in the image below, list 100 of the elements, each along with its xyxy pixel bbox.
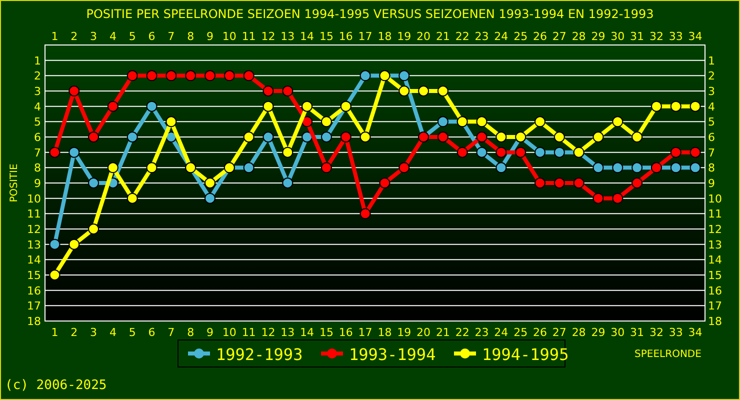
- x-tick-label: 14: [300, 30, 314, 43]
- point: [262, 86, 274, 96]
- x2-tick-label: 2: [70, 326, 78, 339]
- point: [68, 86, 80, 96]
- y-tick-label: 12: [27, 223, 41, 236]
- point: [49, 238, 60, 250]
- x-tick-label: 25: [514, 30, 528, 43]
- point: [88, 178, 100, 188]
- x-tick-label: 26: [533, 30, 547, 43]
- x-tick-label: 12: [261, 30, 276, 43]
- x2-tick-label: 21: [436, 326, 450, 339]
- point: [88, 224, 100, 234]
- point: [107, 100, 118, 112]
- point: [262, 100, 274, 112]
- point: [592, 132, 604, 142]
- point: [496, 146, 507, 158]
- x-tick-label: 34: [688, 30, 702, 43]
- point: [476, 146, 488, 158]
- point: [632, 178, 643, 188]
- y-tick-label: 13: [27, 238, 41, 252]
- y-tick-label: 17: [27, 300, 41, 313]
- point: [360, 70, 371, 82]
- y2-tick-label: 8: [708, 162, 715, 175]
- x-axis-title: SPEELRONDE: [634, 349, 702, 360]
- x-tick-label: 33: [668, 30, 683, 43]
- y2-tick-label: 5: [708, 116, 715, 129]
- x-tick-label: 8: [187, 30, 194, 43]
- point: [690, 100, 701, 112]
- y-tick-label: 4: [34, 100, 41, 114]
- point: [302, 116, 313, 128]
- point: [282, 86, 294, 96]
- y2-tick-label: 12: [708, 223, 722, 236]
- point: [166, 116, 177, 128]
- x2-tick-label: 14: [300, 326, 314, 339]
- x-tick-label: 28: [572, 30, 586, 43]
- x-tick-label: 32: [649, 30, 664, 43]
- x-tick-label: 13: [280, 30, 295, 43]
- x2-tick-label: 25: [514, 326, 528, 339]
- x2-tick-label: 4: [109, 326, 116, 339]
- y-tick-label: 14: [27, 254, 41, 267]
- y2-tick-label: 2: [708, 70, 715, 83]
- point: [437, 132, 448, 142]
- y2-tick-label: 13: [708, 238, 722, 252]
- x2-tick-label: 18: [378, 326, 392, 339]
- point: [107, 162, 118, 174]
- x-tick-label: 6: [148, 30, 156, 43]
- point: [398, 70, 410, 82]
- y2-tick-label: 1: [708, 54, 715, 68]
- point: [126, 192, 138, 204]
- point: [204, 70, 216, 82]
- x2-tick-label: 19: [397, 326, 412, 339]
- y2-tick-label: 11: [708, 208, 722, 221]
- y-axis-title: POSITIE: [9, 164, 20, 202]
- point: [456, 146, 468, 158]
- x-tick-label: 15: [319, 30, 334, 43]
- point: [243, 162, 254, 174]
- point: [437, 86, 448, 96]
- legend-label: 1994-1995: [482, 345, 569, 364]
- point: [534, 116, 546, 128]
- point: [592, 162, 604, 174]
- point: [146, 100, 158, 112]
- point: [398, 162, 410, 174]
- text: (c) 2006-2025: [5, 378, 107, 393]
- point: [88, 132, 100, 142]
- y-tick-label: 10: [27, 192, 41, 206]
- x2-tick-label: 27: [552, 326, 566, 339]
- point: [243, 132, 254, 142]
- y-tick-label: 18: [27, 315, 41, 328]
- point: [515, 146, 526, 158]
- x2-tick-label: 11: [242, 326, 256, 339]
- point: [243, 70, 254, 82]
- y2-tick-label: 3: [708, 85, 715, 98]
- x-tick-label: 27: [552, 30, 566, 43]
- x-tick-label: 16: [338, 30, 353, 43]
- point: [204, 192, 216, 204]
- point: [282, 178, 294, 188]
- point: [204, 178, 216, 188]
- point: [534, 146, 546, 158]
- point: [224, 70, 235, 82]
- point: [554, 146, 565, 158]
- x2-tick-label: 24: [494, 326, 508, 339]
- x-tick-label: 30: [610, 30, 625, 43]
- y-tick-label: 9: [34, 177, 41, 190]
- x2-tick-label: 5: [128, 326, 136, 339]
- x2-tick-label: 13: [280, 326, 295, 339]
- x-tick-label: 22: [455, 30, 470, 43]
- y2-tick-label: 15: [708, 269, 722, 282]
- y2-tick-label: 7: [708, 146, 715, 160]
- x2-tick-label: 29: [591, 326, 606, 339]
- point: [592, 192, 604, 204]
- y-tick-label: 3: [34, 85, 41, 98]
- point: [49, 270, 60, 280]
- point: [360, 132, 371, 142]
- x-tick-label: 1: [51, 30, 58, 43]
- x-tick-label: 23: [474, 30, 489, 43]
- x2-tick-label: 32: [649, 326, 664, 339]
- point: [612, 192, 624, 204]
- x-tick-label: 17: [358, 30, 372, 43]
- point: [146, 162, 158, 174]
- y2-tick-label: 6: [708, 131, 715, 144]
